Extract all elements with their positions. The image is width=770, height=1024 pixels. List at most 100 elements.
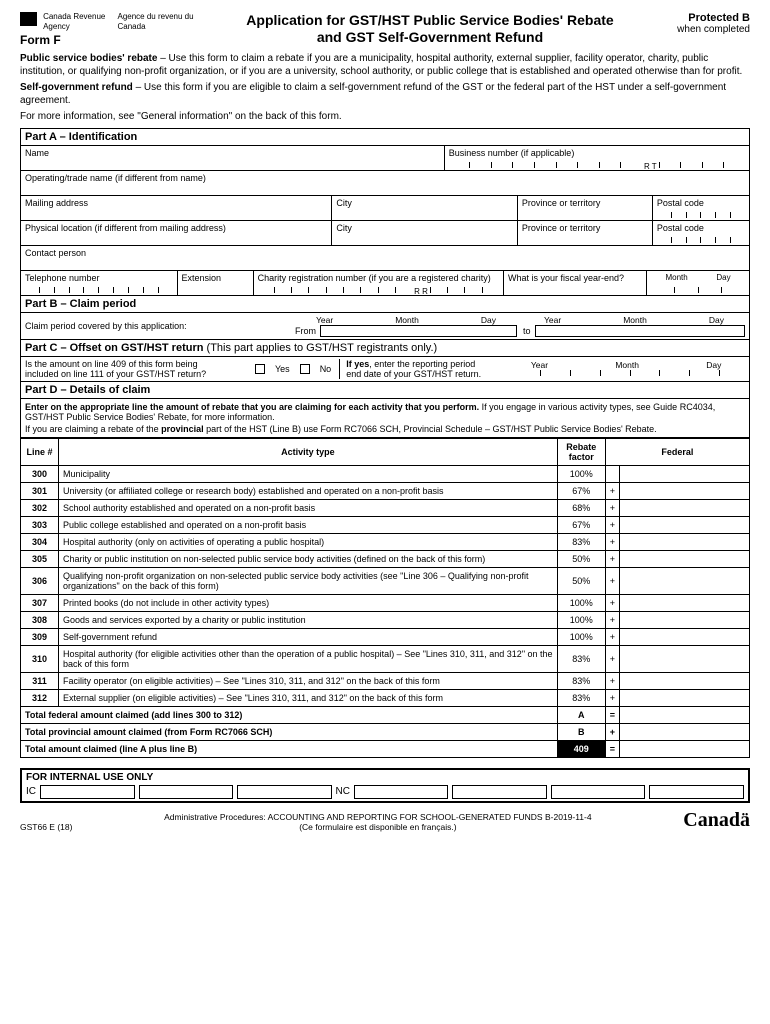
table-row: 302School authority established and oper… xyxy=(21,499,750,516)
agency-en: Canada Revenue Agency xyxy=(43,12,113,31)
rebate-factor: 50% xyxy=(557,550,605,567)
intro-p1-bold: Public service bodies' rebate xyxy=(20,53,157,64)
table-row: 312External supplier (on eligible activi… xyxy=(21,689,750,706)
mailing-address-field[interactable]: Mailing address xyxy=(21,196,332,220)
federal-amount[interactable] xyxy=(620,465,750,482)
city-field-2[interactable]: City xyxy=(332,221,517,245)
city-field-1[interactable]: City xyxy=(332,196,517,220)
activity-type: Self-government refund xyxy=(59,628,558,645)
fiscal-date-field[interactable]: MonthDay xyxy=(647,271,749,295)
operator: + xyxy=(605,645,619,672)
federal-amount[interactable] xyxy=(620,611,750,628)
table-row: 300Municipality100% xyxy=(21,465,750,482)
claim-table: Line # Activity type Rebate factor Feder… xyxy=(20,438,750,758)
form-header: Canada Revenue Agency Agence du revenu d… xyxy=(20,12,750,47)
contact-person-field[interactable]: Contact person xyxy=(21,246,749,270)
total-federal-amount[interactable] xyxy=(620,706,750,723)
th-activity: Activity type xyxy=(59,438,558,465)
table-row: 307Printed books (do not include in othe… xyxy=(21,594,750,611)
federal-amount[interactable] xyxy=(620,499,750,516)
federal-amount[interactable] xyxy=(620,550,750,567)
operator: + xyxy=(605,594,619,611)
federal-amount[interactable] xyxy=(620,628,750,645)
footer-admin: Administrative Procedures: ACCOUNTING AN… xyxy=(72,812,683,822)
form-code: GST66 E (18) xyxy=(20,822,72,832)
fiscal-year-field[interactable]: What is your fiscal year-end? xyxy=(504,271,647,295)
operator: + xyxy=(605,672,619,689)
nc-box-2 xyxy=(452,785,547,799)
activity-type: Hospital authority (for eligible activit… xyxy=(59,645,558,672)
part-c-body: Is the amount on line 409 of this form b… xyxy=(20,357,750,382)
part-d-instructions: Enter on the appropriate line the amount… xyxy=(20,399,750,438)
ic-box-3 xyxy=(237,785,332,799)
table-row: 308Goods and services exported by a char… xyxy=(21,611,750,628)
rebate-factor: 100% xyxy=(557,628,605,645)
activity-type: Charity or public institution on non-sel… xyxy=(59,550,558,567)
operator: + xyxy=(605,567,619,594)
postal-field-1[interactable]: Postal code xyxy=(653,196,749,220)
activity-type: Facility operator (on eligible activitie… xyxy=(59,672,558,689)
th-line: Line # xyxy=(21,438,59,465)
federal-amount[interactable] xyxy=(620,689,750,706)
part-d-header: Part D – Details of claim xyxy=(20,382,750,399)
table-row: 301University (or affiliated college or … xyxy=(21,482,750,499)
province-field-1[interactable]: Province or territory xyxy=(518,196,653,220)
line-number: 301 xyxy=(21,482,59,499)
total-provincial-amount[interactable] xyxy=(620,723,750,740)
internal-use-box: FOR INTERNAL USE ONLY IC NC xyxy=(20,768,750,803)
federal-amount[interactable] xyxy=(620,594,750,611)
rebate-factor: 83% xyxy=(557,533,605,550)
operator: + xyxy=(605,628,619,645)
rebate-factor: 100% xyxy=(557,465,605,482)
no-checkbox[interactable] xyxy=(300,364,310,374)
postal-field-2[interactable]: Postal code xyxy=(653,221,749,245)
flag-icon xyxy=(20,12,37,26)
name-field[interactable]: Name xyxy=(21,146,445,170)
reporting-date-field[interactable]: YearMonthDay xyxy=(507,360,745,378)
rebate-factor: 68% xyxy=(557,499,605,516)
charity-reg-field[interactable]: Charity registration number (if you are … xyxy=(254,271,504,295)
line-number: 306 xyxy=(21,567,59,594)
claim-period-field[interactable]: Claim period covered by this application… xyxy=(21,313,749,339)
intro-p3: For more information, see "General infor… xyxy=(20,111,750,124)
rebate-factor: 83% xyxy=(557,689,605,706)
federal-amount[interactable] xyxy=(620,645,750,672)
yes-checkbox[interactable] xyxy=(255,364,265,374)
telephone-field[interactable]: Telephone number xyxy=(21,271,178,295)
page-footer: GST66 E (18) Administrative Procedures: … xyxy=(20,809,750,832)
line-number: 308 xyxy=(21,611,59,628)
federal-amount[interactable] xyxy=(620,567,750,594)
rebate-factor: 100% xyxy=(557,611,605,628)
rebate-factor: 100% xyxy=(557,594,605,611)
bn-field[interactable]: Business number (if applicable) R T xyxy=(445,146,749,170)
activity-type: Municipality xyxy=(59,465,558,482)
operating-name-field[interactable]: Operating/trade name (if different from … xyxy=(21,171,749,195)
line-number: 303 xyxy=(21,516,59,533)
footer-fr: (Ce formulaire est disponible en françai… xyxy=(72,822,683,832)
ic-box-1 xyxy=(40,785,135,799)
province-field-2[interactable]: Province or territory xyxy=(518,221,653,245)
ic-label: IC xyxy=(26,786,36,797)
rebate-factor: 67% xyxy=(557,482,605,499)
extension-field[interactable]: Extension xyxy=(178,271,254,295)
activity-type: School authority established and operate… xyxy=(59,499,558,516)
nc-box-4 xyxy=(649,785,744,799)
nc-box-1 xyxy=(354,785,449,799)
activity-type: Public college established and operated … xyxy=(59,516,558,533)
rebate-factor: 83% xyxy=(557,672,605,689)
operator: + xyxy=(605,550,619,567)
rebate-factor: 83% xyxy=(557,645,605,672)
nc-label: NC xyxy=(336,786,350,797)
operator: + xyxy=(605,482,619,499)
total-federal-label: Total federal amount claimed (add lines … xyxy=(21,706,558,723)
federal-amount[interactable] xyxy=(620,533,750,550)
protected-label: Protected B xyxy=(688,12,750,24)
internal-title: FOR INTERNAL USE ONLY xyxy=(26,772,153,783)
federal-amount[interactable] xyxy=(620,516,750,533)
part-a-body: Name Business number (if applicable) R T… xyxy=(20,146,750,296)
physical-location-field[interactable]: Physical location (if different from mai… xyxy=(21,221,332,245)
total-all-amount[interactable] xyxy=(620,740,750,757)
federal-amount[interactable] xyxy=(620,672,750,689)
operator: + xyxy=(605,689,619,706)
federal-amount[interactable] xyxy=(620,482,750,499)
